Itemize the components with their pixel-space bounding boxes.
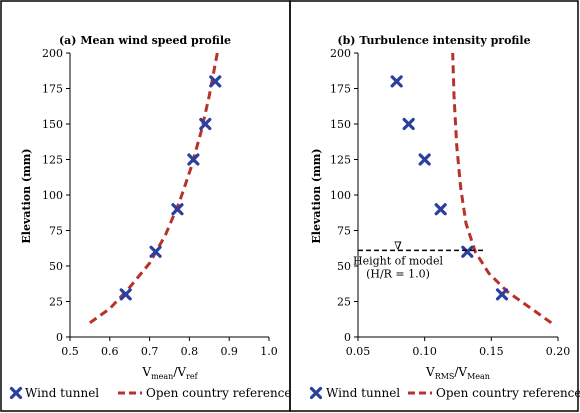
y-tick-label: 50 <box>49 260 63 273</box>
y-tick-label: 25 <box>49 296 63 309</box>
x-tick-label: 0.5 <box>61 345 79 358</box>
open-country-reference-line <box>451 52 553 325</box>
x-tick-label: 0.6 <box>101 345 119 358</box>
y-tick-label: 200 <box>330 47 351 60</box>
chart-b-title: (b) Turbulence intensity profile <box>337 34 530 47</box>
chart-a-plot: 0 25 50 75 100 125 150 175 200 0.5 0.6 0.7 0.8 0.9 1.0 <box>42 47 278 358</box>
y-tick-label: 0 <box>56 331 63 344</box>
legend-wind-tunnel-label: Wind tunnel <box>25 386 99 400</box>
y-tick-label: 175 <box>42 83 63 96</box>
wind-tunnel-point <box>390 75 403 88</box>
chart-a-legend: Wind tunnel Open country reference <box>9 386 292 400</box>
wind-tunnel-point <box>199 117 212 131</box>
chart-b-ylabel: Elevation (mm) <box>310 148 323 243</box>
y-tick-label: 50 <box>337 260 351 273</box>
legend-wind-tunnel-marker-icon <box>9 386 23 400</box>
wind-tunnel-point <box>209 75 222 88</box>
legend-wind-tunnel-label: Wind tunnel <box>326 386 400 400</box>
y-tick-label: 125 <box>330 154 351 167</box>
x-tick-label: 0.8 <box>181 345 199 358</box>
wind-tunnel-point <box>119 288 132 301</box>
legend-wind-tunnel-marker-icon <box>309 386 323 400</box>
y-tick-label: 150 <box>42 118 63 131</box>
y-tick-label: 200 <box>42 47 63 60</box>
x-tick-label: 0.20 <box>546 345 571 358</box>
y-tick-label: 100 <box>330 189 351 202</box>
wind-tunnel-point <box>402 117 415 131</box>
wind-tunnel-point <box>495 288 509 301</box>
y-tick-label: 150 <box>330 118 351 131</box>
wind-tunnel-point <box>187 153 200 166</box>
chart-b-xlabel: VRMS/VMean <box>425 365 490 381</box>
y-tick-label: 0 <box>344 331 351 344</box>
chart-a-ylabel: Elevation (mm) <box>20 148 33 243</box>
chart-b-legend: Wind tunnel Open country reference <box>309 386 580 400</box>
model-height-ratio-label: (H/R = 1.0) <box>366 267 430 280</box>
y-tick-label: 125 <box>42 154 63 167</box>
x-tick-label: 0.15 <box>479 345 504 358</box>
x-tick-label: 0.10 <box>412 345 437 358</box>
model-height-annotation: ∇ Height of model (H/R = 1.0) <box>353 239 443 280</box>
wind-tunnel-point <box>149 245 162 258</box>
model-height-marker-icon: ∇ <box>394 239 402 252</box>
x-tick-label: 1.0 <box>260 345 278 358</box>
y-tick-label: 175 <box>330 83 351 96</box>
y-tick-label: 25 <box>337 296 351 309</box>
open-country-reference-line <box>89 52 219 325</box>
x-tick-label: 0.7 <box>141 345 159 358</box>
x-tick-label: 0.9 <box>220 345 238 358</box>
chart-b-plot: 0 25 50 75 100 125 150 175 200 0.05 0.10 0.15 0.20 <box>330 47 570 358</box>
model-height-label: Height of model <box>353 254 443 267</box>
chart-a-xlabel: Vmean/Vref <box>141 365 198 381</box>
wind-tunnel-point <box>434 203 447 216</box>
y-tick-label: 75 <box>337 225 351 238</box>
legend-open-country-label: Open country reference <box>146 386 292 400</box>
y-tick-label: 75 <box>49 225 63 238</box>
legend-open-country-label: Open country reference <box>436 386 580 400</box>
legend-x-mark <box>9 386 23 400</box>
panel-b-frame <box>289 0 579 412</box>
y-tick-label: 100 <box>42 189 63 202</box>
wind-tunnel-point <box>171 203 184 216</box>
chart-a-title: (a) Mean wind speed profile <box>59 34 231 47</box>
wind-tunnel-point <box>418 153 431 166</box>
x-tick-label: 0.05 <box>346 345 371 358</box>
wind-tunnel-point <box>461 245 474 258</box>
legend-x-mark <box>309 386 323 400</box>
